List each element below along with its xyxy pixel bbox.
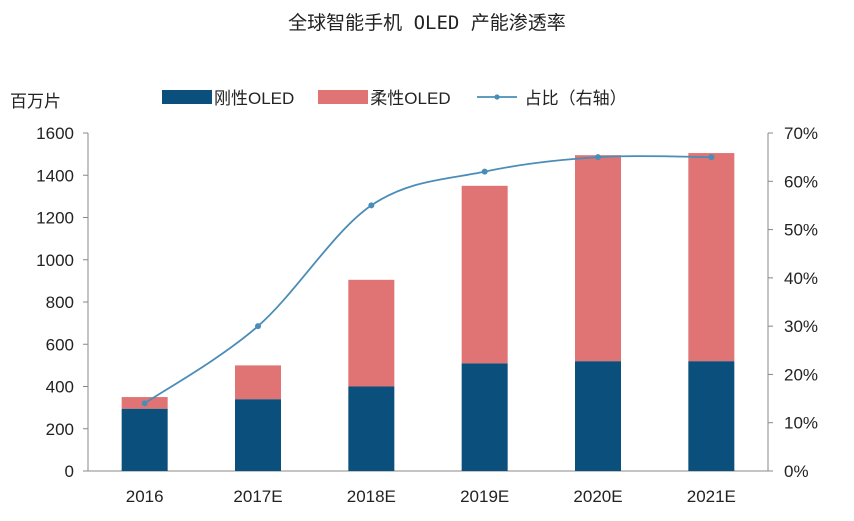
right-axis-tick-label: 70%	[784, 124, 818, 143]
left-axis-tick-label: 1000	[36, 251, 74, 270]
legend-swatch-rigid-oled	[162, 89, 212, 104]
legend-swatch-share-line	[476, 93, 517, 100]
legend-label-rigid-oled: 刚性OLED	[214, 89, 295, 108]
legend-swatch-flexible-oled	[318, 89, 369, 104]
share-line-point	[141, 400, 148, 407]
left-axis-unit-label: 百万片	[10, 92, 61, 112]
legend-label-flexible-oled: 柔性OLED	[370, 89, 451, 108]
x-axis-tick-label: 2016	[126, 487, 164, 506]
chart-legend: 刚性OLED 柔性OLED 占比（右轴）	[162, 84, 651, 109]
legend-label-share-line: 占比（右轴）	[524, 89, 627, 108]
share-line-point	[481, 168, 488, 175]
bar-flexible-oled	[348, 279, 395, 387]
legend-item-flexible-oled: 柔性OLED	[318, 84, 451, 109]
share-line-point	[708, 154, 715, 161]
bar-rigid-oled	[461, 363, 508, 471]
right-axis-tick-label: 50%	[784, 221, 818, 240]
x-axis-tick-label: 2019E	[460, 487, 509, 506]
right-axis-tick-label: 40%	[784, 269, 818, 288]
x-axis-tick-label: 2018E	[347, 487, 396, 506]
right-axis-tick-label: 20%	[784, 365, 818, 384]
right-axis-tick-label: 60%	[784, 172, 818, 191]
share-line-point	[368, 202, 375, 209]
left-axis-tick-label: 1600	[36, 124, 74, 143]
bar-rigid-oled	[235, 399, 281, 471]
bar-flexible-oled	[575, 155, 621, 362]
left-axis-tick-label: 800	[46, 293, 74, 312]
bar-flexible-oled	[688, 153, 735, 362]
bar-rigid-oled	[121, 408, 168, 471]
left-axis-tick-label: 1200	[36, 209, 74, 228]
legend-item-share-line: 占比（右轴）	[475, 84, 627, 109]
x-axis-tick-label: 2017E	[233, 487, 282, 506]
share-line	[144, 155, 712, 405]
left-axis-tick-label: 0	[65, 462, 74, 481]
left-axis-tick-label: 600	[46, 335, 74, 354]
x-axis-tick-label: 2020E	[573, 487, 622, 506]
right-axis-tick-label: 0%	[784, 462, 809, 481]
left-axis-tick-label: 1400	[36, 166, 74, 185]
chart-title: 全球智能手机 OLED 产能渗透率	[288, 12, 566, 34]
share-line-point	[255, 323, 261, 330]
left-axis-tick-label: 200	[46, 420, 74, 439]
bar-rigid-oled	[575, 361, 621, 471]
bar-flexible-oled	[461, 185, 508, 364]
bar-rigid-oled	[688, 361, 735, 471]
share-line-point	[595, 154, 601, 161]
right-axis-tick-label: 10%	[784, 414, 818, 433]
right-axis-tick-label: 30%	[784, 317, 818, 336]
bar-rigid-oled	[348, 386, 395, 471]
left-axis-tick-label: 400	[46, 378, 74, 397]
legend-item-rigid-oled: 刚性OLED	[162, 84, 294, 109]
x-axis-tick-label: 2021E	[687, 487, 736, 506]
bar-flexible-oled	[235, 365, 281, 400]
